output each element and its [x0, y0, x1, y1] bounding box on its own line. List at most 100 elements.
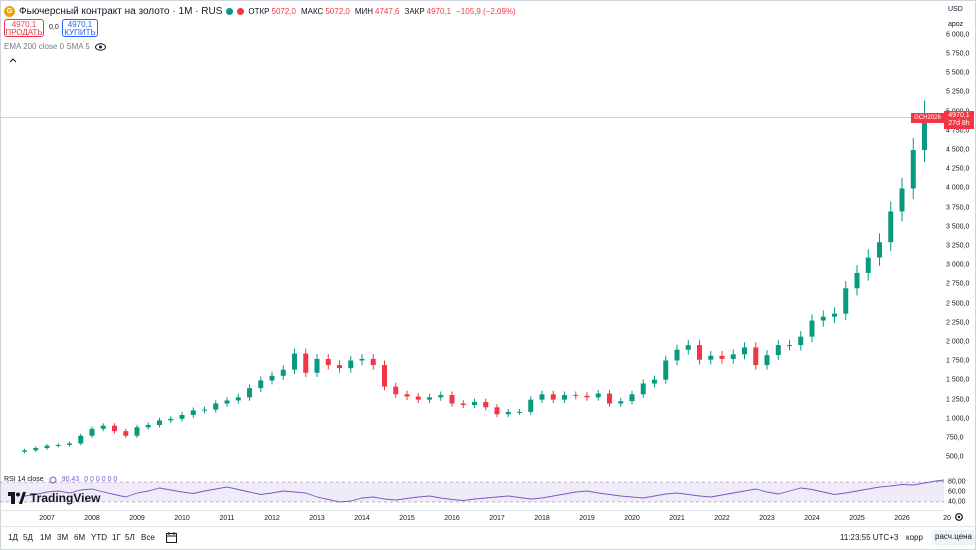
ohlc-close-label: ЗАКР — [404, 6, 425, 16]
time-tick: 2026 — [894, 515, 910, 522]
candle-body — [393, 386, 399, 395]
candle-body — [910, 150, 916, 189]
chart-header: G Фьючерсный контракт на золото · 1М · R… — [4, 4, 519, 18]
range-button[interactable]: Все — [141, 533, 155, 542]
indicator-legend-text: EMA 200 close 0 SMA 5 — [4, 42, 90, 51]
sell-button[interactable]: 4970,1 ПРОДАТЬ — [4, 19, 44, 37]
indicator-legend[interactable]: EMA 200 close 0 SMA 5 — [4, 42, 106, 51]
rsi-tick-60: 60,00 — [948, 488, 966, 496]
tradingview-logo-text: TradingView — [30, 491, 101, 505]
range-button[interactable]: 1Г — [112, 533, 121, 542]
range-button[interactable]: 6М — [74, 533, 86, 542]
time-tick: 2007 — [39, 515, 55, 522]
buy-button[interactable]: 4970,1 КУПИТЬ — [62, 19, 98, 37]
range-button[interactable]: 3М — [57, 533, 69, 542]
candle-body — [562, 395, 567, 400]
range-button[interactable]: 5Л — [125, 533, 135, 542]
calendar-icon[interactable] — [166, 532, 177, 543]
ohlc-low-label: МИН — [354, 6, 374, 16]
price-axis[interactable]: USD apoz 6 000,05 750,05 500,05 250,05 0… — [944, 0, 976, 520]
price-tick: 5 250,0 — [946, 88, 970, 96]
time-tick: 2011 — [219, 515, 235, 522]
time-tick: 2015 — [399, 515, 415, 522]
price-tick: 1 500,0 — [946, 376, 970, 384]
candle-body — [809, 320, 815, 337]
candle-body — [697, 345, 702, 360]
candle-body — [314, 358, 320, 373]
candle-body — [730, 354, 736, 359]
adjust-toggle[interactable]: корр — [906, 533, 923, 542]
candle-body — [460, 403, 466, 406]
price-chart[interactable] — [0, 0, 944, 470]
time-tick: 2012 — [264, 515, 280, 522]
rsi-pane[interactable] — [0, 470, 944, 510]
candle-body — [337, 365, 342, 369]
time-tick: 20 — [943, 515, 951, 522]
price-tick: 3 500,0 — [946, 223, 970, 231]
candle-body — [269, 375, 275, 381]
candle-body — [359, 358, 365, 361]
candle-body — [787, 345, 792, 347]
range-button[interactable]: 1Д — [8, 533, 18, 542]
ohlc-values: ОТКР 5072,0 МАКС 5072,0 МИН 4747,6 ЗАКР 4970… — [248, 7, 518, 16]
price-tick: 2 750,0 — [946, 280, 970, 288]
price-tick: 2 000,0 — [946, 338, 970, 346]
ohlc-open-value: 5072,0 — [271, 6, 296, 16]
rsi-line — [24, 479, 944, 503]
candle-body — [382, 365, 387, 387]
candle-body — [584, 395, 590, 398]
range-button[interactable]: 5Д — [23, 533, 33, 542]
time-tick: 2016 — [444, 515, 460, 522]
candle-body — [472, 401, 477, 406]
candle-body — [449, 395, 455, 404]
sell-price: 4970,1 — [11, 20, 37, 29]
last-price-symbol-badge: GCH2026 — [911, 113, 944, 123]
gear-icon[interactable] — [954, 512, 964, 522]
rsi-overbought-fill — [935, 479, 944, 482]
candle-body — [922, 113, 927, 151]
time-tick: 2014 — [354, 515, 370, 522]
candle-body — [427, 397, 432, 400]
currency-label[interactable]: USD — [948, 6, 963, 13]
price-tick: 750,0 — [946, 434, 964, 442]
candle-body — [573, 395, 579, 397]
time-tick: 2020 — [624, 515, 640, 522]
axis-arrange-label[interactable]: apoz — [948, 21, 964, 28]
rsi-extra-values: 0 0 0 0 0 0 — [84, 476, 118, 483]
candle-body — [224, 400, 230, 404]
candle-body — [652, 379, 657, 384]
candle-body — [494, 407, 500, 415]
tradingview-logo[interactable]: TradingView — [8, 490, 100, 506]
candle-body — [618, 401, 624, 404]
gold-coin-icon: G — [4, 5, 15, 17]
candle-body — [483, 401, 489, 408]
candle-body — [629, 394, 635, 402]
time-tick: 2024 — [804, 515, 820, 522]
candle-body — [517, 411, 522, 413]
rsi-legend[interactable]: RSI 14 close 90,43 0 0 0 0 0 0 — [4, 476, 117, 484]
range-button[interactable]: 1М — [40, 533, 52, 542]
time-axis[interactable]: 2007 2008 2009 2010 2011 2012 2013 2014 2015 2016… — [0, 510, 951, 524]
candle-body — [854, 272, 860, 289]
eye-icon[interactable] — [94, 42, 106, 51]
time-tick: 2017 — [489, 515, 505, 522]
rsi-value: 90,43 — [61, 476, 80, 483]
candle-body — [348, 360, 354, 369]
collapse-legend-button[interactable] — [6, 55, 20, 66]
buy-label: КУПИТЬ — [64, 28, 96, 37]
time-tick: 2025 — [849, 515, 865, 522]
rsi-legend-label: RSI 14 close — [4, 476, 44, 483]
symbol-title[interactable]: Фьючерсный контракт на золото · 1М · RUS — [19, 5, 223, 17]
candle-body — [607, 393, 612, 404]
current-price-line — [0, 117, 944, 118]
range-button[interactable]: YTD — [91, 533, 107, 542]
price-tick: 3 250,0 — [946, 242, 970, 250]
clock-time[interactable]: 11:23:55 UTC+3 — [840, 533, 899, 542]
calc-price-toggle[interactable]: расч.цена — [932, 530, 976, 545]
rsi-tick-80: 80,00 — [948, 478, 966, 486]
price-tick: 2 500,0 — [946, 300, 970, 308]
price-tick: 4 500,0 — [946, 146, 970, 154]
candle-body — [685, 345, 691, 350]
candle-body — [235, 397, 241, 401]
price-tick: 500,0 — [946, 453, 964, 461]
